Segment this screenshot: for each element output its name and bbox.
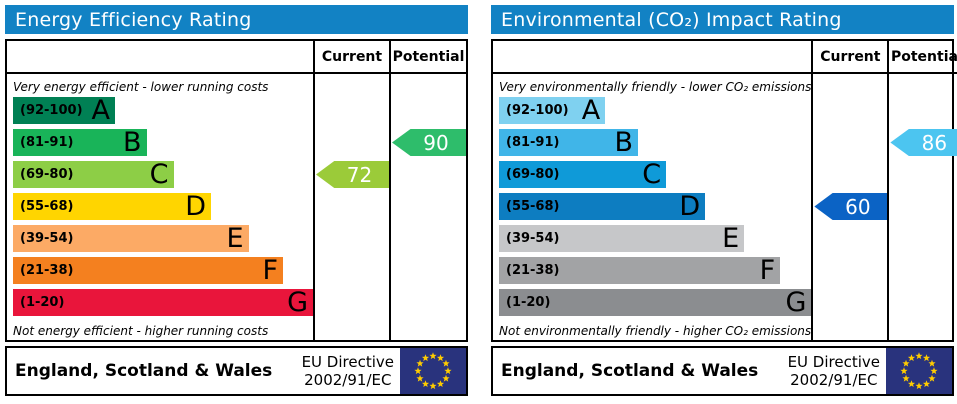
- eu-directive-label: EU Directive 2002/91/EC: [302, 353, 394, 389]
- band-row-g: (1-20) G: [13, 289, 313, 316]
- co2-impact-panel: Environmental (CO₂) Impact Rating Curren…: [491, 5, 957, 396]
- potential-column-header: Potential: [887, 41, 957, 74]
- band-range-label: (55-68): [20, 199, 74, 214]
- potential-column-header: Potential: [389, 41, 466, 74]
- band-row-e: (39-54) E: [499, 223, 745, 254]
- current-rating-arrow: 60: [814, 193, 888, 220]
- band-letter: G: [287, 287, 308, 318]
- potential-rating-value: 90: [423, 130, 449, 155]
- region-label: England, Scotland & Wales: [501, 361, 759, 381]
- current-column-header: Current: [811, 41, 888, 74]
- energy-efficiency-panel: Energy Efficiency Rating Current Potenti…: [5, 5, 468, 396]
- potential-column: 86: [887, 74, 957, 340]
- chart-grid: Current Potential Very environmentally f…: [493, 41, 957, 340]
- band-letter: G: [785, 287, 807, 318]
- bands-area: (92-100) A (81-91) B (69-80) C (55-68) D (39-54)…: [499, 95, 812, 318]
- eu-directive-line2: 2002/91/EC: [304, 371, 392, 389]
- band-range-label: (39-54): [20, 231, 74, 246]
- band-range-label: (69-80): [20, 167, 74, 182]
- band-row-c: (69-80) C: [499, 159, 667, 190]
- eu-directive-label: EU Directive 2002/91/EC: [788, 353, 880, 389]
- current-column: 60: [811, 74, 888, 340]
- band-range-label: (1-20): [20, 295, 65, 310]
- potential-rating-arrow: 86: [890, 129, 957, 156]
- band-letter: F: [262, 255, 278, 286]
- band-letter: D: [679, 191, 701, 222]
- band-row-b: (81-91) B: [13, 129, 147, 156]
- current-rating-arrow: 72: [316, 161, 389, 188]
- top-note: Very energy efficient - lower running co…: [13, 80, 269, 94]
- band-letter: D: [185, 191, 206, 222]
- band-row-e: (39-54) E: [13, 225, 249, 252]
- potential-rating-arrow: 90: [392, 129, 466, 156]
- band-row-d: (55-68) D: [13, 193, 211, 220]
- panel-footer: England, Scotland & Wales EU Directive 2…: [491, 346, 954, 396]
- band-range-label: (55-68): [506, 199, 560, 214]
- potential-column: 90: [389, 74, 466, 340]
- band-range-label: (81-91): [506, 135, 560, 150]
- band-letter: C: [149, 159, 169, 190]
- band-letter: A: [581, 95, 601, 126]
- eu-directive-line1: EU Directive: [787, 353, 880, 371]
- eu-flag-icon: [400, 348, 466, 394]
- chart-grid: Current Potential Very energy efficient …: [7, 41, 466, 340]
- band-row-d: (55-68) D: [499, 191, 706, 222]
- band-letter: E: [722, 223, 740, 254]
- band-letter: E: [226, 223, 244, 254]
- potential-rating-value: 86: [921, 130, 948, 155]
- bands-column: Very environmentally friendly - lower CO…: [493, 74, 812, 340]
- header-spacer: [493, 41, 812, 74]
- band-row-a: (92-100) A: [13, 97, 115, 124]
- band-range-label: (21-38): [506, 263, 560, 278]
- rating-chart: Current Potential Very environmentally f…: [491, 39, 957, 342]
- band-letter: F: [759, 255, 776, 286]
- band-letter: C: [642, 159, 662, 190]
- band-range-label: (81-91): [20, 135, 74, 150]
- region-label: England, Scotland & Wales: [15, 361, 273, 381]
- panel-footer: England, Scotland & Wales EU Directive 2…: [5, 346, 468, 396]
- band-letter: B: [614, 127, 633, 158]
- panel-title-bar: Environmental (CO₂) Impact Rating: [491, 5, 954, 34]
- current-column: 72: [313, 74, 389, 340]
- current-rating-value: 72: [346, 162, 373, 187]
- bottom-note: Not energy efficient - higher running co…: [13, 324, 269, 338]
- band-row-f: (21-38) F: [499, 255, 781, 286]
- eu-flag-icon: [886, 348, 952, 394]
- band-range-label: (39-54): [506, 231, 560, 246]
- band-range-label: (1-20): [506, 295, 551, 310]
- band-range-label: (69-80): [506, 167, 560, 182]
- band-range-label: (92-100): [20, 103, 83, 118]
- rating-chart: Current Potential Very energy efficient …: [5, 39, 468, 342]
- band-letter: B: [122, 127, 142, 158]
- band-range-label: (92-100): [506, 103, 569, 118]
- top-note: Very environmentally friendly - lower CO…: [499, 80, 812, 94]
- current-rating-value: 60: [845, 194, 871, 219]
- eu-directive-line1: EU Directive: [301, 353, 394, 371]
- page-title: Environmental (CO₂) Impact Rating: [501, 8, 842, 31]
- page-title: Energy Efficiency Rating: [15, 8, 252, 31]
- band-letter: A: [91, 95, 110, 126]
- band-row-g: (1-20) G: [499, 287, 812, 318]
- header-spacer: [7, 41, 313, 74]
- current-column-header: Current: [313, 41, 389, 74]
- eu-directive-line2: 2002/91/EC: [790, 371, 878, 389]
- bottom-note: Not environmentally friendly - higher CO…: [499, 324, 812, 338]
- band-row-b: (81-91) B: [499, 129, 638, 156]
- bands-area: (92-100) A (81-91) B (69-80) C (55-68) D (39-54)…: [13, 97, 313, 316]
- panel-title-bar: Energy Efficiency Rating: [5, 5, 468, 34]
- band-row-a: (92-100) A: [499, 95, 606, 126]
- bands-column: Very energy efficient - lower running co…: [7, 74, 313, 340]
- band-range-label: (21-38): [20, 263, 74, 278]
- band-row-c: (69-80) C: [13, 161, 174, 188]
- band-row-f: (21-38) F: [13, 257, 283, 284]
